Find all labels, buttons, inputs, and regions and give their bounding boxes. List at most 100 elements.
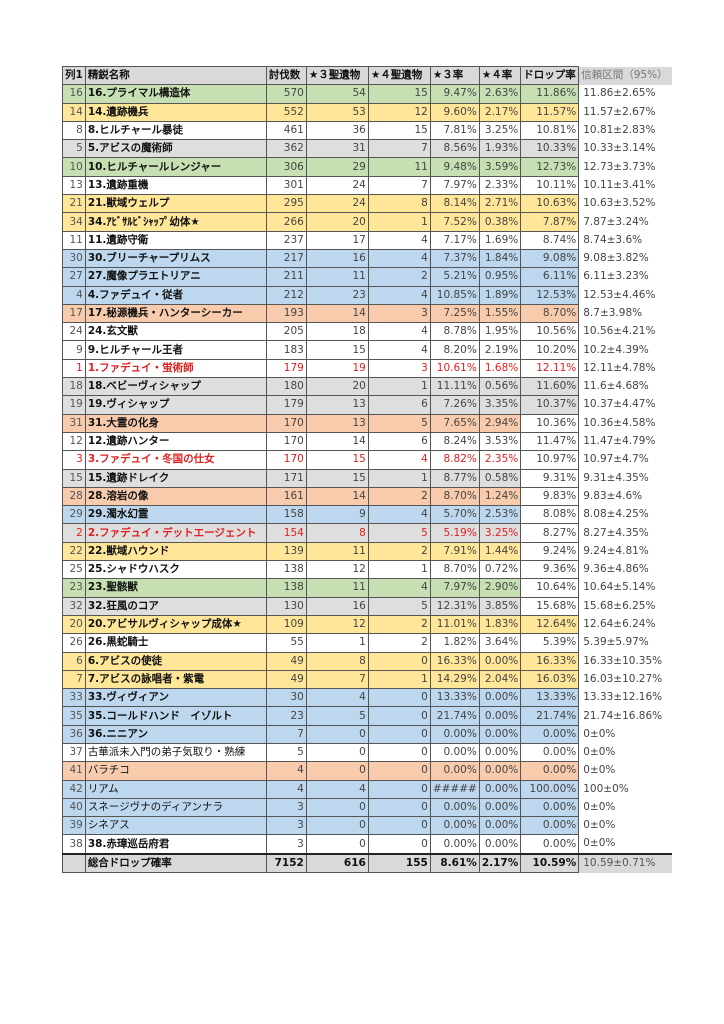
cell-star3-count[interactable]: 16 (305, 596, 369, 616)
cell-col-id[interactable]: 16 (62, 84, 86, 104)
cell-col-id[interactable]: 20 (62, 614, 86, 635)
cell-enemy-name[interactable]: 7.アビスの詠唱者・紫電 (84, 669, 267, 690)
cell-star3-rate[interactable]: 0.00% (429, 724, 480, 744)
cell-kill-count[interactable]: 49 (265, 651, 307, 671)
cell-star4-count[interactable]: 5 (367, 413, 431, 433)
cell-star3-rate[interactable]: 8.24% (429, 431, 480, 452)
cell-confidence-interval[interactable]: 8.27±4.35% (583, 526, 649, 539)
cell-star3-rate[interactable]: 8.70% (429, 486, 480, 507)
cell-star3-count[interactable]: 54 (305, 84, 369, 104)
cell-drop-rate[interactable]: 9.83% (520, 486, 580, 507)
cell-confidence-interval[interactable]: 10.59±0.71% (578, 852, 672, 873)
cell-kill-count[interactable]: 7152 (265, 852, 307, 874)
cell-confidence-interval[interactable]: 0±0% (583, 746, 616, 759)
cell-star3-count[interactable]: 15 (305, 450, 369, 470)
cell-confidence-interval[interactable]: 10.37±4.47% (583, 398, 656, 411)
cell-kill-count[interactable]: 193 (265, 303, 307, 324)
cell-confidence-interval[interactable]: 9.83±4.6% (583, 489, 643, 502)
cell-kill-count[interactable]: 138 (265, 560, 307, 580)
cell-star4-rate[interactable]: 0.00% (478, 688, 522, 708)
cell-enemy-name[interactable]: 29.濁水幻霊 (84, 505, 267, 525)
cell-confidence-interval[interactable]: 11.47±4.79% (583, 435, 656, 448)
cell-col-id[interactable]: 8 (62, 120, 86, 141)
cell-drop-rate[interactable]: 16.33% (520, 651, 580, 671)
cell-star3-rate[interactable]: 8.70% (429, 560, 480, 580)
cell-enemy-name[interactable]: 11.遺跡守衛 (84, 230, 267, 250)
cell-star3-rate[interactable]: 0.00% (429, 761, 480, 781)
cell-drop-rate[interactable]: 11.57% (520, 102, 580, 122)
cell-enemy-name[interactable]: 12.遺跡ハンター (84, 431, 267, 452)
cell-enemy-name[interactable]: 24.玄文獣 (84, 322, 267, 342)
cell-star4-count[interactable]: 4 (367, 230, 431, 250)
cell-confidence-interval[interactable]: 0±0% (583, 764, 616, 777)
cell-kill-count[interactable]: 461 (265, 120, 307, 141)
cell-star3-rate[interactable]: 0.00% (429, 816, 480, 836)
cell-star4-count[interactable]: 2 (367, 633, 431, 653)
cell-col-id[interactable]: 5 (62, 139, 86, 159)
cell-star3-rate[interactable]: 0.00% (429, 797, 480, 818)
cell-star4-count[interactable]: 12 (367, 102, 431, 122)
cell-kill-count[interactable]: 170 (265, 413, 307, 433)
cell-enemy-name[interactable]: 9.ヒルチャール王者 (84, 340, 267, 360)
cell-star3-rate[interactable]: 1.82% (429, 633, 480, 653)
cell-star4-rate[interactable]: 0.95% (478, 267, 522, 287)
cell-star4-rate[interactable]: 1.24% (478, 486, 522, 507)
cell-col-id[interactable]: 36 (62, 724, 86, 744)
cell-star3-count[interactable]: 11 (305, 267, 369, 287)
cell-confidence-interval[interactable]: 10.33±3.14% (583, 142, 656, 155)
cell-drop-rate[interactable]: 9.31% (520, 468, 580, 488)
cell-kill-count[interactable]: 170 (265, 450, 307, 470)
cell-col-id[interactable]: 35 (62, 706, 86, 726)
cell-star4-count[interactable]: 6 (367, 395, 431, 415)
cell-kill-count[interactable]: 4 (265, 761, 307, 781)
cell-enemy-name[interactable]: 5.アビスの魔術師 (84, 139, 267, 159)
cell-enemy-name[interactable]: 23.聖骸獣 (84, 578, 267, 598)
cell-confidence-interval[interactable]: 15.68±6.25% (583, 599, 656, 612)
cell-star3-rate[interactable]: 7.17% (429, 230, 480, 250)
cell-drop-rate[interactable]: 11.60% (520, 377, 580, 397)
cell-enemy-name[interactable]: 2.ファデュイ・デットエージェント (84, 523, 267, 543)
cell-kill-count[interactable]: 301 (265, 175, 307, 196)
cell-star3-count[interactable]: 13 (305, 395, 369, 415)
cell-enemy-name[interactable]: リアム (84, 779, 267, 799)
cell-confidence-interval[interactable]: 13.33±12.16% (583, 691, 663, 704)
cell-star4-count[interactable]: 2 (367, 267, 431, 287)
cell-star4-rate[interactable]: 3.64% (478, 633, 522, 653)
cell-star4-count[interactable]: 15 (367, 120, 431, 141)
cell-drop-rate[interactable]: 8.74% (520, 230, 580, 250)
cell-enemy-name[interactable]: 35.コールドハンド イゾルト (84, 706, 267, 726)
cell-enemy-name[interactable]: 34.ｱﾋﾞｻﾙﾋﾞｼｬｯﾌﾟ幼体★ (84, 212, 267, 232)
cell-star4-rate[interactable]: 2.19% (478, 340, 522, 360)
cell-kill-count[interactable]: 138 (265, 578, 307, 598)
cell-drop-rate[interactable]: 9.36% (520, 560, 580, 580)
cell-star4-count[interactable]: 7 (367, 139, 431, 159)
cell-star3-count[interactable]: 17 (305, 230, 369, 250)
cell-drop-rate[interactable]: 12.64% (520, 614, 580, 635)
cell-confidence-interval[interactable]: 7.87±3.24% (583, 215, 649, 228)
cell-star4-rate[interactable]: 2.53% (478, 505, 522, 525)
cell-col-id[interactable]: 29 (62, 505, 86, 525)
cell-star4-count[interactable]: 1 (367, 669, 431, 690)
cell-confidence-interval[interactable]: 11.57±2.67% (583, 105, 656, 118)
cell-drop-rate[interactable]: 8.27% (520, 523, 580, 543)
cell-star4-count[interactable]: 0 (367, 688, 431, 708)
cell-star4-count[interactable]: 6 (367, 431, 431, 452)
cell-enemy-name[interactable]: 22.獣域ハウンド (84, 541, 267, 562)
cell-star4-count[interactable]: 1 (367, 212, 431, 232)
cell-col-id[interactable]: 30 (62, 248, 86, 269)
cell-col-id[interactable]: 39 (62, 816, 86, 836)
cell-drop-rate[interactable]: 8.70% (520, 303, 580, 324)
cell-drop-rate[interactable]: 8.08% (520, 505, 580, 525)
cell-confidence-interval[interactable]: 21.74±16.86% (583, 709, 663, 722)
cell-star4-count[interactable]: 0 (367, 816, 431, 836)
cell-star3-rate[interactable]: 11.11% (429, 377, 480, 397)
cell-star4-rate[interactable]: 1.83% (478, 614, 522, 635)
cell-kill-count[interactable]: 212 (265, 285, 307, 305)
cell-confidence-interval[interactable]: 0±0% (583, 727, 616, 740)
cell-enemy-name[interactable]: 15.遺跡ドレイク (84, 468, 267, 488)
cell-star3-count[interactable]: 23 (305, 285, 369, 305)
cell-kill-count[interactable]: 49 (265, 669, 307, 690)
cell-kill-count[interactable]: 237 (265, 230, 307, 250)
cell-star3-rate[interactable]: 10.61% (429, 358, 480, 379)
cell-enemy-name[interactable]: 13.遺跡重機 (84, 175, 267, 196)
